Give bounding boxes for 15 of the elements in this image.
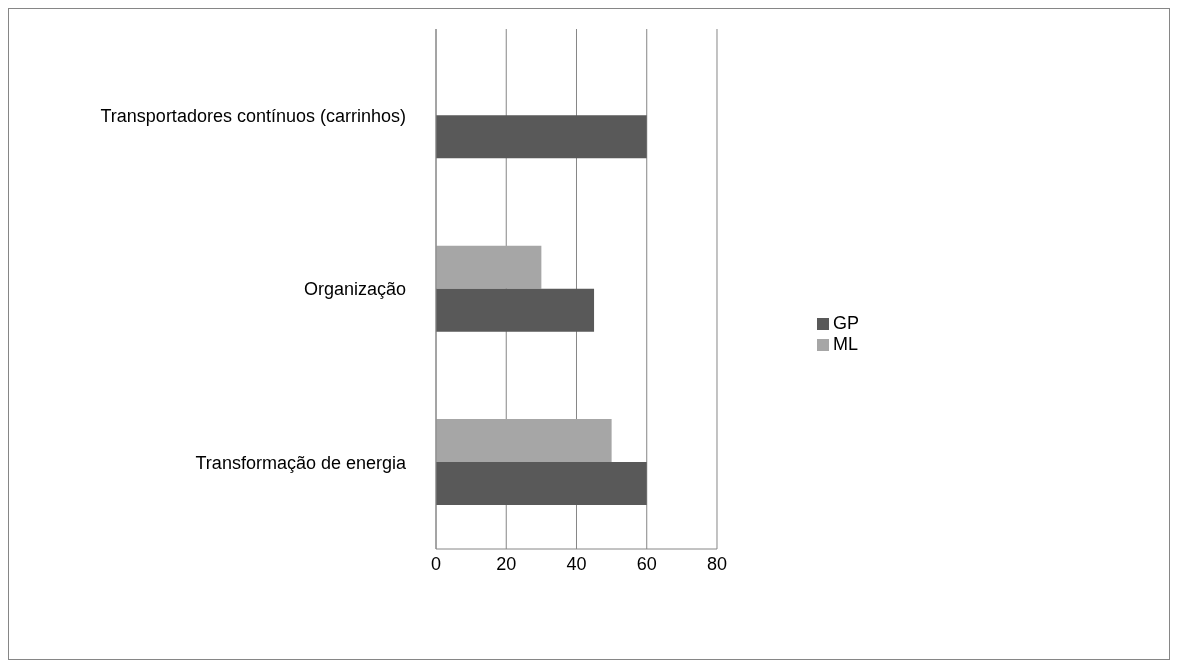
x-tick-label: 0 xyxy=(430,553,442,574)
bar xyxy=(436,419,612,462)
bar xyxy=(436,245,542,289)
y-tick-label: Transformação de energia xyxy=(195,452,407,473)
y-tick-label: Organização xyxy=(303,279,406,300)
x-tick-label: 60 xyxy=(636,553,657,574)
x-tick-label: 20 xyxy=(496,553,517,574)
y-tick-label: Transportadores contínuos (carrinhos) xyxy=(100,106,406,127)
bar xyxy=(436,115,647,159)
x-tick-label: 80 xyxy=(706,553,727,574)
legend-label: GP xyxy=(832,313,859,333)
bar xyxy=(436,462,647,505)
legend-label: ML xyxy=(832,334,858,354)
x-tick-label: 40 xyxy=(566,553,587,574)
bar xyxy=(436,288,595,332)
